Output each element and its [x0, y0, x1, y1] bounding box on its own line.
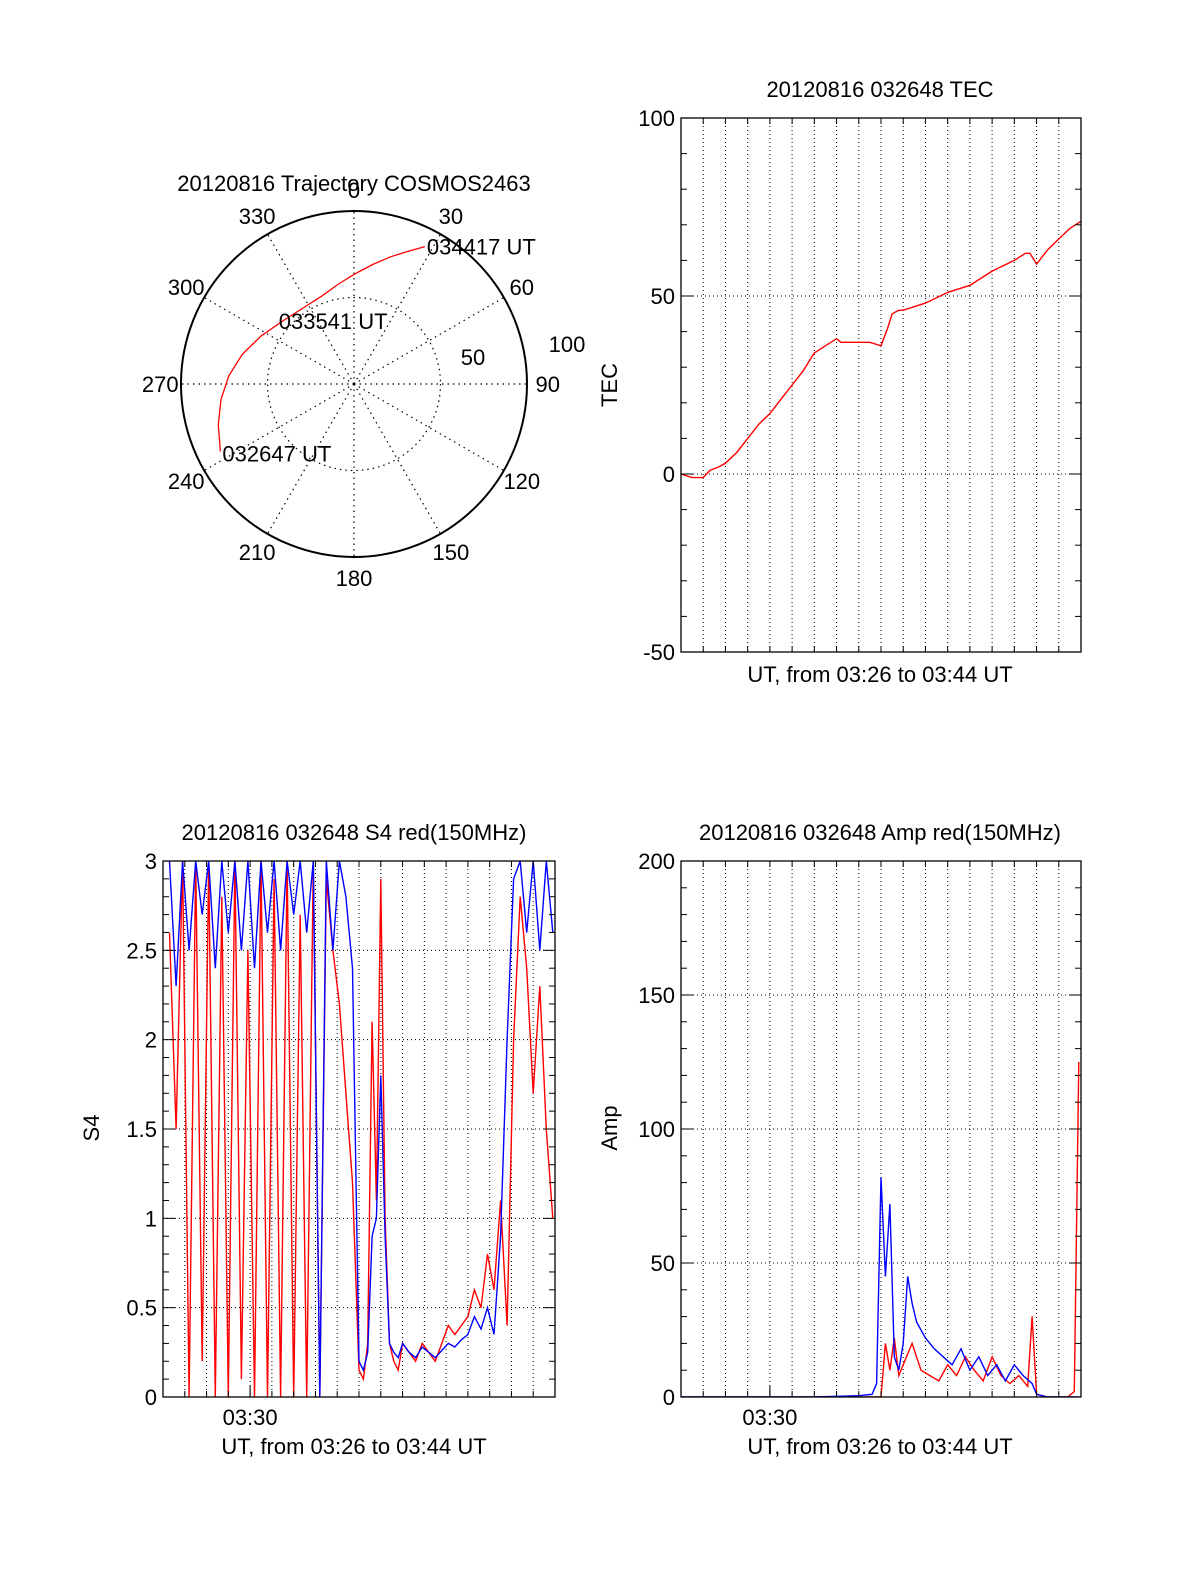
s4-ytick-label: 1: [145, 1206, 157, 1231]
s4-y-axis-label: S4: [79, 1115, 104, 1142]
polar-spoke-120: [353, 383, 505, 472]
amp-series-line-0: [681, 1061, 1080, 1397]
polar-grid: [180, 210, 528, 558]
amp-ytick-label: 150: [638, 983, 675, 1008]
polar-azimuth-label-270: 270: [142, 372, 179, 397]
amp-title: 20120816 032648 Amp red(150MHz): [699, 820, 1061, 845]
polar-azimuth-labels: 0 30 60 90 120 150 180 210 240 270 300 330 50 100: [142, 178, 585, 591]
polar-azimuth-label-210: 210: [239, 540, 276, 565]
polar-azimuth-label-150: 150: [433, 540, 470, 565]
polar-azimuth-label-60: 60: [510, 275, 534, 300]
s4-panel: 20120816 032648 S4 red(150MHz) S4 UT, fr…: [79, 820, 556, 1459]
tec-plot-area: -50 0 50 100: [638, 106, 1082, 665]
polar-azimuth-label-300: 300: [168, 275, 205, 300]
amp-xtick-label: 03:30: [742, 1405, 797, 1430]
polar-radial-label-50: 50: [461, 345, 485, 370]
s4-ytick-label: 3: [145, 849, 157, 874]
polar-azimuth-label-180: 180: [336, 566, 373, 591]
s4-ytick-label: 1.5: [126, 1117, 157, 1142]
polar-title: 20120816 Trajectory COSMOS2463: [177, 171, 530, 196]
amp-ytick-label: 50: [651, 1251, 675, 1276]
s4-ytick-label: 2.5: [126, 938, 157, 963]
amp-plot-area: 0 50 100 150 200 03:30: [638, 849, 1082, 1430]
amp-ytick-label: 100: [638, 1117, 675, 1142]
amp-x-axis-label: UT, from 03:26 to 03:44 UT: [747, 1434, 1012, 1459]
amp-ytick-label: 200: [638, 849, 675, 874]
amp-series-line-1: [681, 1177, 1079, 1397]
tec-x-axis-label: UT, from 03:26 to 03:44 UT: [747, 662, 1012, 687]
polar-spoke-150: [353, 383, 442, 535]
polar-spoke-210: [266, 383, 355, 535]
polar-time-label-2: 034417 UT: [427, 235, 536, 260]
polar-outer-circle: [180, 210, 528, 558]
polar-trajectory-series: [217, 245, 426, 452]
tec-ytick-label: 0: [663, 462, 675, 487]
polar-time-label-1: 033541 UT: [279, 309, 388, 334]
amp-panel: 20120816 032648 Amp red(150MHz) Amp UT, …: [597, 820, 1082, 1459]
amp-ytick-label: 0: [663, 1385, 675, 1410]
polar-spoke-60: [353, 296, 505, 385]
polar-time-label-0: 032647 UT: [222, 441, 331, 466]
s4-ytick-label: 0: [145, 1385, 157, 1410]
polar-azimuth-label-90: 90: [536, 372, 560, 397]
polar-azimuth-label-330: 330: [239, 204, 276, 229]
polar-azimuth-label-0: 0: [348, 178, 360, 203]
polar-azimuth-label-120: 120: [503, 469, 540, 494]
polar-azimuth-label-240: 240: [168, 469, 205, 494]
polar-radial-label-100: 100: [549, 332, 586, 357]
polar-spoke-300: [203, 296, 355, 385]
tec-ytick-label: 100: [638, 106, 675, 131]
tec-series-line-0: [681, 220, 1081, 479]
tec-y-axis-label: TEC: [597, 363, 622, 407]
polar-spoke-240: [203, 383, 355, 472]
tec-title: 20120816 032648 TEC: [766, 77, 993, 102]
tec-ytick-label: -50: [643, 640, 675, 665]
polar-trajectory-panel: 20120816 Trajectory COSMOS2463 0 30 60 90 12…: [142, 171, 585, 591]
polar-point-labels: 032647 UT 033541 UT 034417 UT: [222, 235, 535, 467]
s4-ytick-label: 0.5: [126, 1296, 157, 1321]
polar-ring-0: [266, 296, 442, 472]
s4-series-line-1: [168, 861, 554, 1397]
polar-spoke-30: [353, 233, 442, 385]
tec-ytick-label: 50: [651, 284, 675, 309]
tec-panel: 20120816 032648 TEC TEC UT, from 03:26 t…: [597, 77, 1082, 687]
s4-title: 20120816 032648 S4 red(150MHz): [182, 820, 527, 845]
s4-plot-area: 0 0.5 1 1.5 2 2.5 3 03:30: [126, 849, 556, 1430]
s4-x-axis-label: UT, from 03:26 to 03:44 UT: [221, 1434, 486, 1459]
polar-trajectory-line-0: [217, 245, 426, 452]
polar-azimuth-label-30: 30: [439, 204, 463, 229]
amp-y-axis-label: Amp: [597, 1105, 622, 1150]
polar-spoke-330: [266, 233, 355, 385]
s4-xtick-label: 03:30: [223, 1405, 278, 1430]
s4-ytick-label: 2: [145, 1028, 157, 1053]
